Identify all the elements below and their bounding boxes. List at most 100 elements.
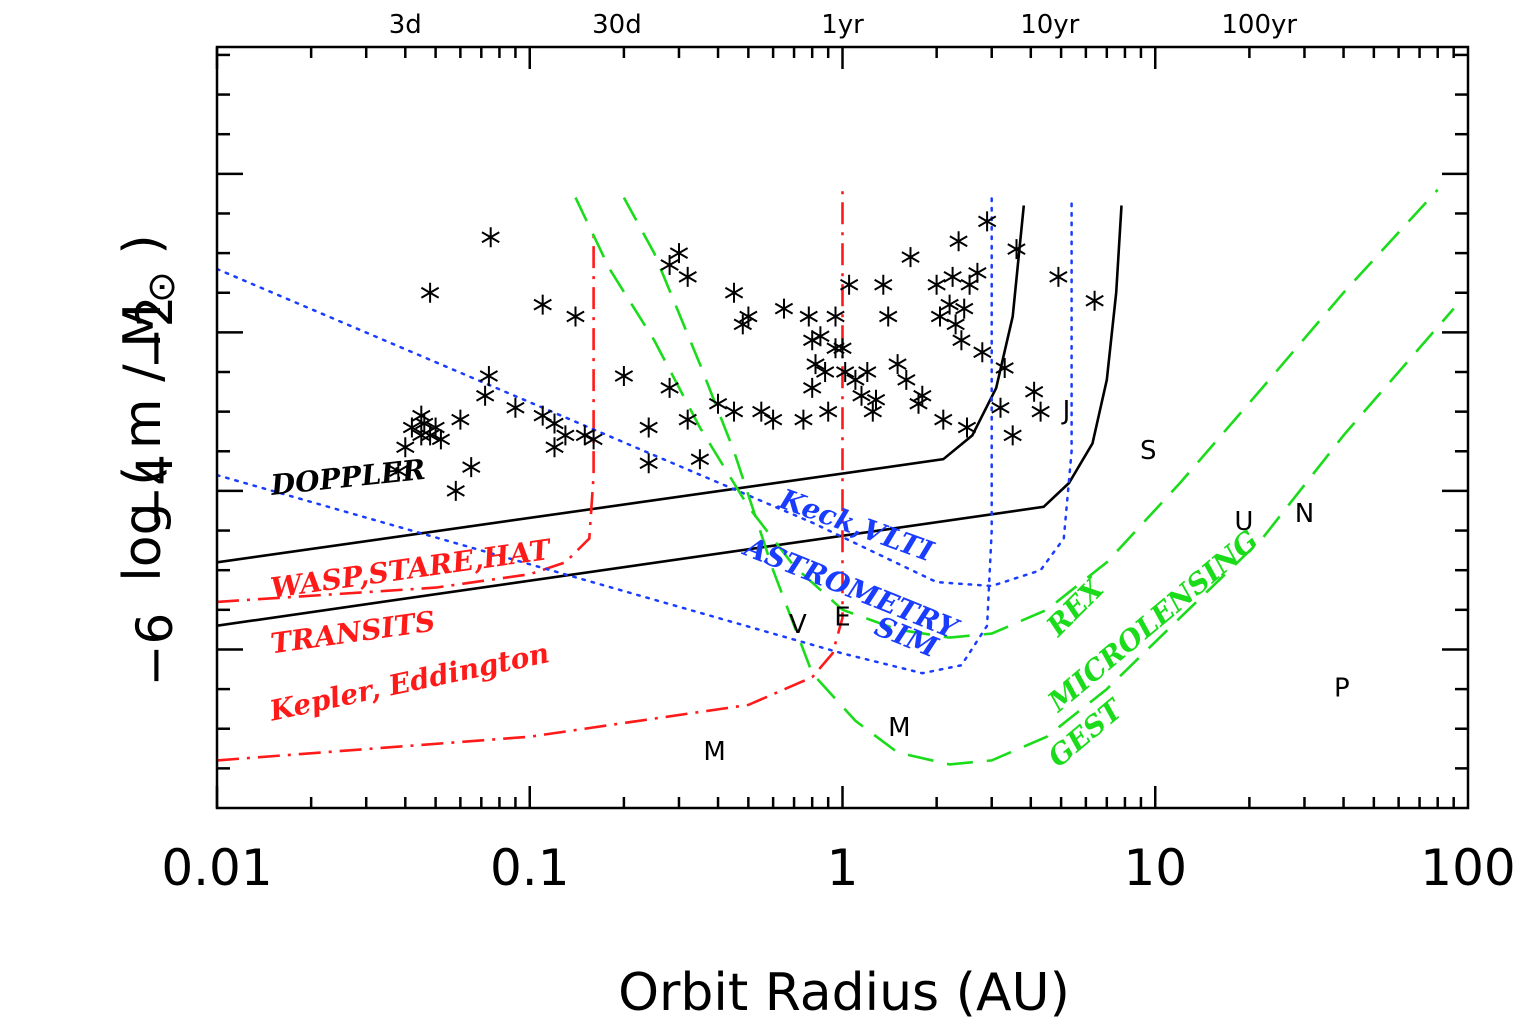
planet-point	[475, 385, 495, 406]
planet-point	[863, 401, 882, 422]
y-axis-label-close: )	[113, 234, 173, 271]
solar-planet-label: M	[703, 737, 725, 767]
frame-layer	[215, 45, 1470, 810]
planet-point	[479, 366, 499, 386]
period-label: 1yr	[821, 10, 864, 40]
planet-point	[724, 282, 744, 303]
planet-point	[678, 409, 697, 430]
planet-point	[739, 306, 758, 327]
planet-point	[815, 362, 835, 382]
planet-point	[1024, 381, 1044, 402]
planet-point	[678, 266, 697, 287]
series-line-astrometry-2	[217, 196, 993, 675]
planet-point	[774, 298, 794, 319]
planet-point	[852, 385, 871, 406]
planet-point	[934, 409, 953, 430]
x-axis-label: Orbit Radius (AU)	[618, 963, 1070, 1023]
planet-point	[566, 306, 585, 327]
planet-point	[826, 306, 845, 327]
series-line-microlensing-2	[622, 196, 1455, 766]
planet-point	[556, 425, 575, 446]
planet-point	[639, 417, 658, 438]
y-axis-label-subscript: ⊙	[139, 271, 183, 303]
planet-point	[930, 306, 950, 327]
solar-planet-label: U	[1234, 507, 1253, 537]
x-tick-label: 0.01	[161, 839, 272, 897]
planet-point	[806, 354, 825, 375]
planet-point	[752, 401, 771, 422]
planet-point	[826, 338, 845, 359]
planet-point	[639, 453, 658, 474]
x-tick-label: 1	[827, 839, 859, 897]
period-label: 3d	[389, 10, 422, 40]
planet-point	[818, 401, 838, 422]
y-axis-label-main: log ( m / M	[113, 303, 173, 582]
planet-point	[660, 255, 679, 275]
planet-point	[451, 409, 470, 430]
planet-point	[412, 405, 431, 426]
planet-point	[396, 437, 415, 458]
period-label: 10yr	[1020, 10, 1079, 40]
y-tick-label: −2	[126, 296, 184, 370]
planet-point	[506, 397, 525, 418]
period-label: 30d	[592, 10, 642, 40]
planet-point	[833, 338, 852, 359]
planet-point	[690, 449, 710, 470]
x-tick-label: 0.1	[490, 839, 570, 897]
x-tick-label: 10	[1123, 839, 1187, 897]
planet-point	[973, 342, 992, 363]
planet-point	[724, 401, 744, 422]
planet-point	[660, 377, 679, 398]
planet-point	[952, 330, 971, 351]
planet-point	[811, 326, 830, 347]
planet-point	[955, 298, 974, 319]
points-layer	[389, 211, 1104, 501]
planet-point	[897, 369, 916, 390]
planet-point	[957, 417, 977, 438]
series-line-doppler-1	[217, 205, 1026, 564]
planet-point	[858, 362, 877, 382]
planet-point	[940, 294, 959, 315]
planet-point	[614, 366, 634, 386]
planet-point	[462, 457, 481, 478]
planet-point	[866, 389, 886, 410]
planet-point	[913, 385, 932, 406]
solar-planet-label: E	[834, 602, 850, 632]
planet-point	[799, 306, 818, 327]
planet-point	[545, 437, 564, 458]
series-line-astrometry-1	[217, 196, 1073, 588]
y-tick-label: −4	[126, 454, 184, 528]
series-line-transits-2	[217, 189, 844, 762]
series-line-transits-1	[217, 229, 595, 604]
planet-point	[481, 227, 500, 248]
planet-point	[1003, 425, 1022, 446]
period-label: 100yr	[1221, 10, 1297, 40]
tick-labels: 0.01 0.1 1 10 100 −2 −4 −6 3d 30d 1yr 10yr 100yr	[126, 10, 1516, 897]
planet-point	[402, 417, 422, 438]
solar-planet-label: M	[888, 713, 910, 743]
series-line-doppler-2	[217, 205, 1123, 627]
planet-point	[1031, 401, 1050, 422]
solar-planet-label: S	[1140, 436, 1157, 466]
solar-planet-label: N	[1295, 499, 1314, 529]
series-layer	[217, 188, 1455, 766]
planet-point	[835, 362, 855, 382]
planet-point	[1007, 239, 1026, 260]
planet-point	[968, 262, 987, 283]
planet-point	[874, 274, 893, 295]
planet-point	[420, 282, 440, 303]
y-tick-label: −6	[126, 613, 184, 687]
planet-point	[991, 397, 1010, 418]
planet-point	[533, 294, 552, 315]
planet-labels: M V E M J S U N P	[703, 396, 1349, 767]
solar-planet-label: V	[789, 610, 807, 640]
planet-point	[995, 358, 1014, 378]
planet-point	[431, 429, 451, 450]
planet-point	[1049, 266, 1068, 287]
planet-point	[839, 274, 859, 295]
planet-point	[943, 266, 962, 287]
planet-point	[949, 231, 968, 252]
planet-point	[669, 243, 689, 264]
